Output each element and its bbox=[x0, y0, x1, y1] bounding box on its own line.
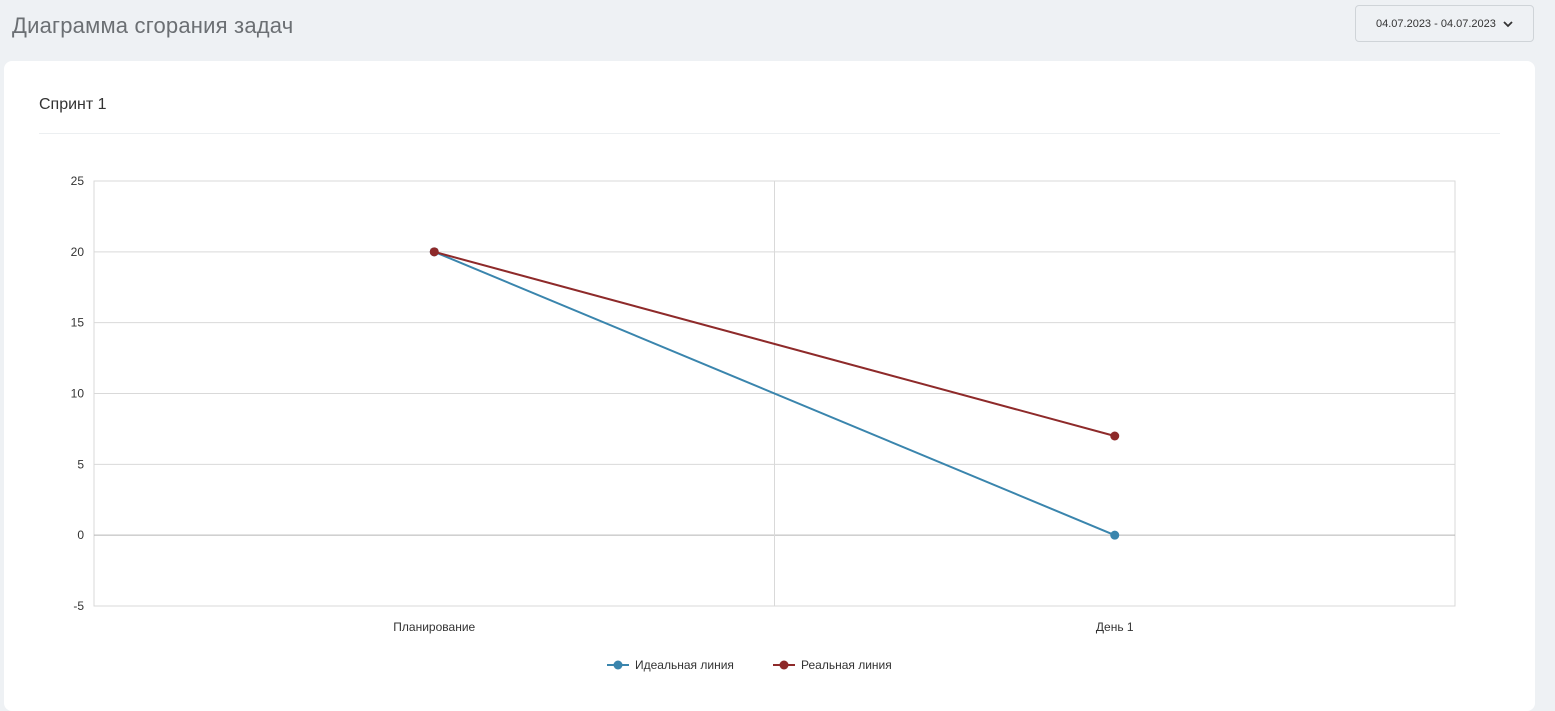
y-tick-label: 15 bbox=[71, 316, 85, 330]
ideal-line-series bbox=[433, 250, 1116, 537]
y-tick-label: -5 bbox=[73, 599, 84, 613]
sprint-title: Спринт 1 bbox=[39, 96, 107, 113]
legend-ideal-marker bbox=[613, 660, 623, 670]
x-tick-label: Планирование bbox=[393, 620, 475, 634]
y-tick-label: 0 bbox=[77, 528, 84, 542]
y-tick-label: 25 bbox=[71, 174, 85, 188]
real-line-series bbox=[433, 250, 1116, 437]
y-tick-label: 5 bbox=[77, 457, 84, 471]
date-range-picker[interactable]: 04.07.2023 - 04.07.2023 bbox=[1355, 5, 1534, 42]
x-tick-label: День 1 bbox=[1096, 620, 1134, 634]
y-tick-label: 20 bbox=[71, 245, 85, 259]
burndown-chart: 25 20 15 10 5 0 -5 Планирование День 1 Идеальная … bbox=[71, 174, 1456, 672]
page-title: Диаграмма сгорания задач bbox=[12, 13, 294, 38]
y-tick-label: 10 bbox=[71, 387, 85, 401]
chart-card: Спринт 1 bbox=[4, 61, 1535, 711]
card-divider bbox=[39, 133, 1500, 134]
real-line-point bbox=[429, 247, 439, 257]
legend-real-label: Реальная линия bbox=[801, 658, 892, 672]
real-line-point bbox=[1110, 431, 1120, 441]
chevron-down-icon bbox=[1502, 18, 1514, 30]
ideal-line-point bbox=[1110, 530, 1120, 540]
legend-ideal-label: Идеальная линия bbox=[635, 658, 734, 672]
date-range-value: 04.07.2023 - 04.07.2023 bbox=[1376, 17, 1496, 30]
legend-real-marker bbox=[779, 660, 789, 670]
page-header: Диаграмма сгорания задач 04.07.2023 - 04… bbox=[0, 0, 1555, 60]
